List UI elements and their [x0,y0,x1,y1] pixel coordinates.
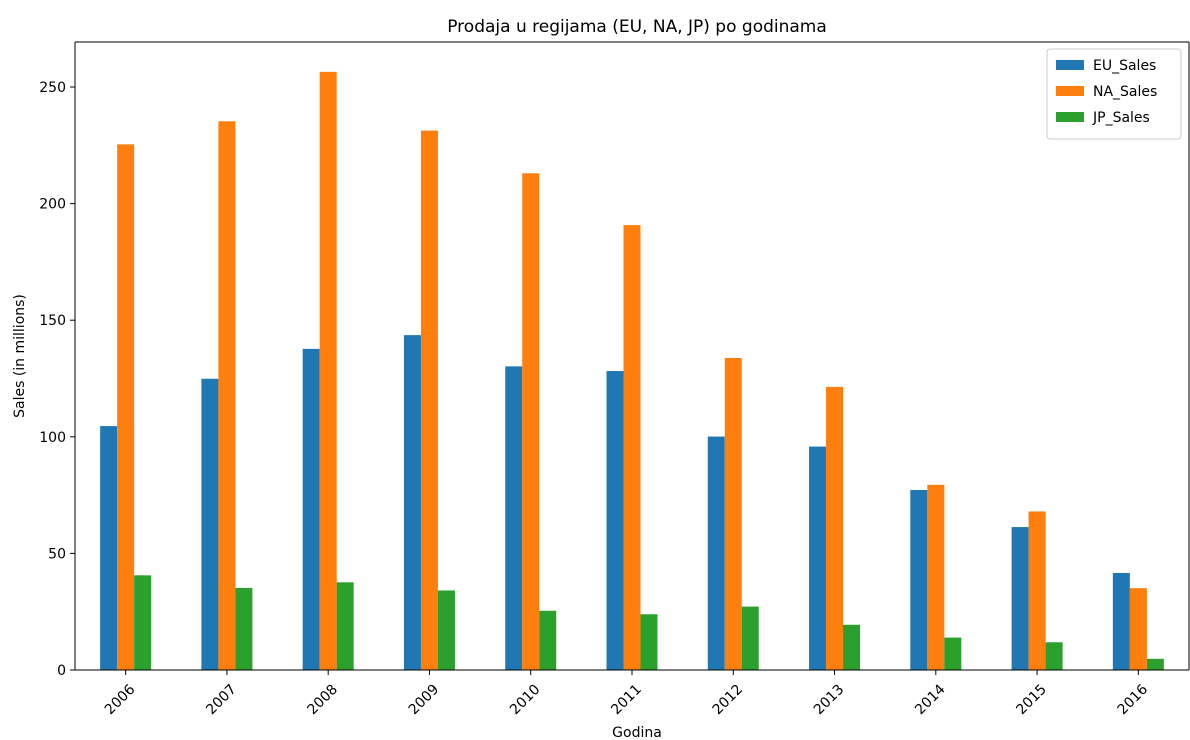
bar-na-sales-2014 [927,484,945,670]
y-axis-title: Sales (in millions) [12,294,28,418]
bar-na-sales-2011 [623,225,641,670]
bar-jp-sales-2007 [235,587,253,670]
legend-swatch-na-sales [1056,86,1084,96]
bar-eu-sales-2008 [302,348,320,670]
bar-jp-sales-2014 [944,637,962,670]
bar-na-sales-2007 [218,121,236,671]
bar-eu-sales-2013 [809,446,827,670]
legend: EU_Sales NA_Sales JP_Sales [1046,48,1182,140]
y-tick-label-0: 0 [57,663,66,679]
bar-jp-sales-2008 [336,582,354,670]
bar-jp-sales-2006 [134,575,152,670]
bar-jp-sales-2012 [741,606,759,670]
y-tick-label-100: 100 [39,430,66,446]
bar-eu-sales-2015 [1011,527,1029,670]
bar-eu-sales-2014 [910,489,928,670]
y-tick-label-250: 250 [39,80,66,96]
legend-label-jp-sales: JP_Sales [1092,110,1150,126]
bar-jp-sales-2013 [843,624,861,670]
bar-na-sales-2006 [117,144,135,670]
bar-na-sales-2010 [522,173,540,671]
chart-title: Prodaja u regijama (EU, NA, JP) po godin… [447,17,827,37]
bar-eu-sales-2010 [505,366,523,670]
bar-jp-sales-2009 [437,590,455,670]
bar-jp-sales-2011 [640,614,658,670]
legend-swatch-jp-sales [1056,112,1084,122]
bars-group [100,71,1164,671]
legend-swatch-eu-sales [1056,60,1084,70]
bar-eu-sales-2012 [707,436,725,670]
bar-eu-sales-2016 [1112,572,1130,670]
x-axis-title: Godina [612,725,662,740]
y-tick-label-150: 150 [39,313,66,329]
bar-na-sales-2008 [319,71,337,671]
bar-na-sales-2015 [1028,511,1046,670]
y-tick-label-200: 200 [39,197,66,213]
bar-jp-sales-2016 [1146,658,1164,670]
bar-eu-sales-2007 [201,378,219,670]
bar-na-sales-2013 [826,386,844,670]
y-tick-label-50: 50 [48,546,66,562]
bar-jp-sales-2010 [539,610,557,670]
bar-eu-sales-2011 [606,371,624,670]
bar-na-sales-2009 [420,130,438,671]
bar-jp-sales-2015 [1045,642,1063,670]
legend-label-eu-sales: EU_Sales [1093,58,1156,74]
bar-na-sales-2016 [1129,588,1147,670]
bar-eu-sales-2009 [403,335,421,670]
bar-eu-sales-2006 [100,426,118,670]
bar-na-sales-2012 [724,357,742,670]
legend-label-na-sales: NA_Sales [1093,84,1157,100]
